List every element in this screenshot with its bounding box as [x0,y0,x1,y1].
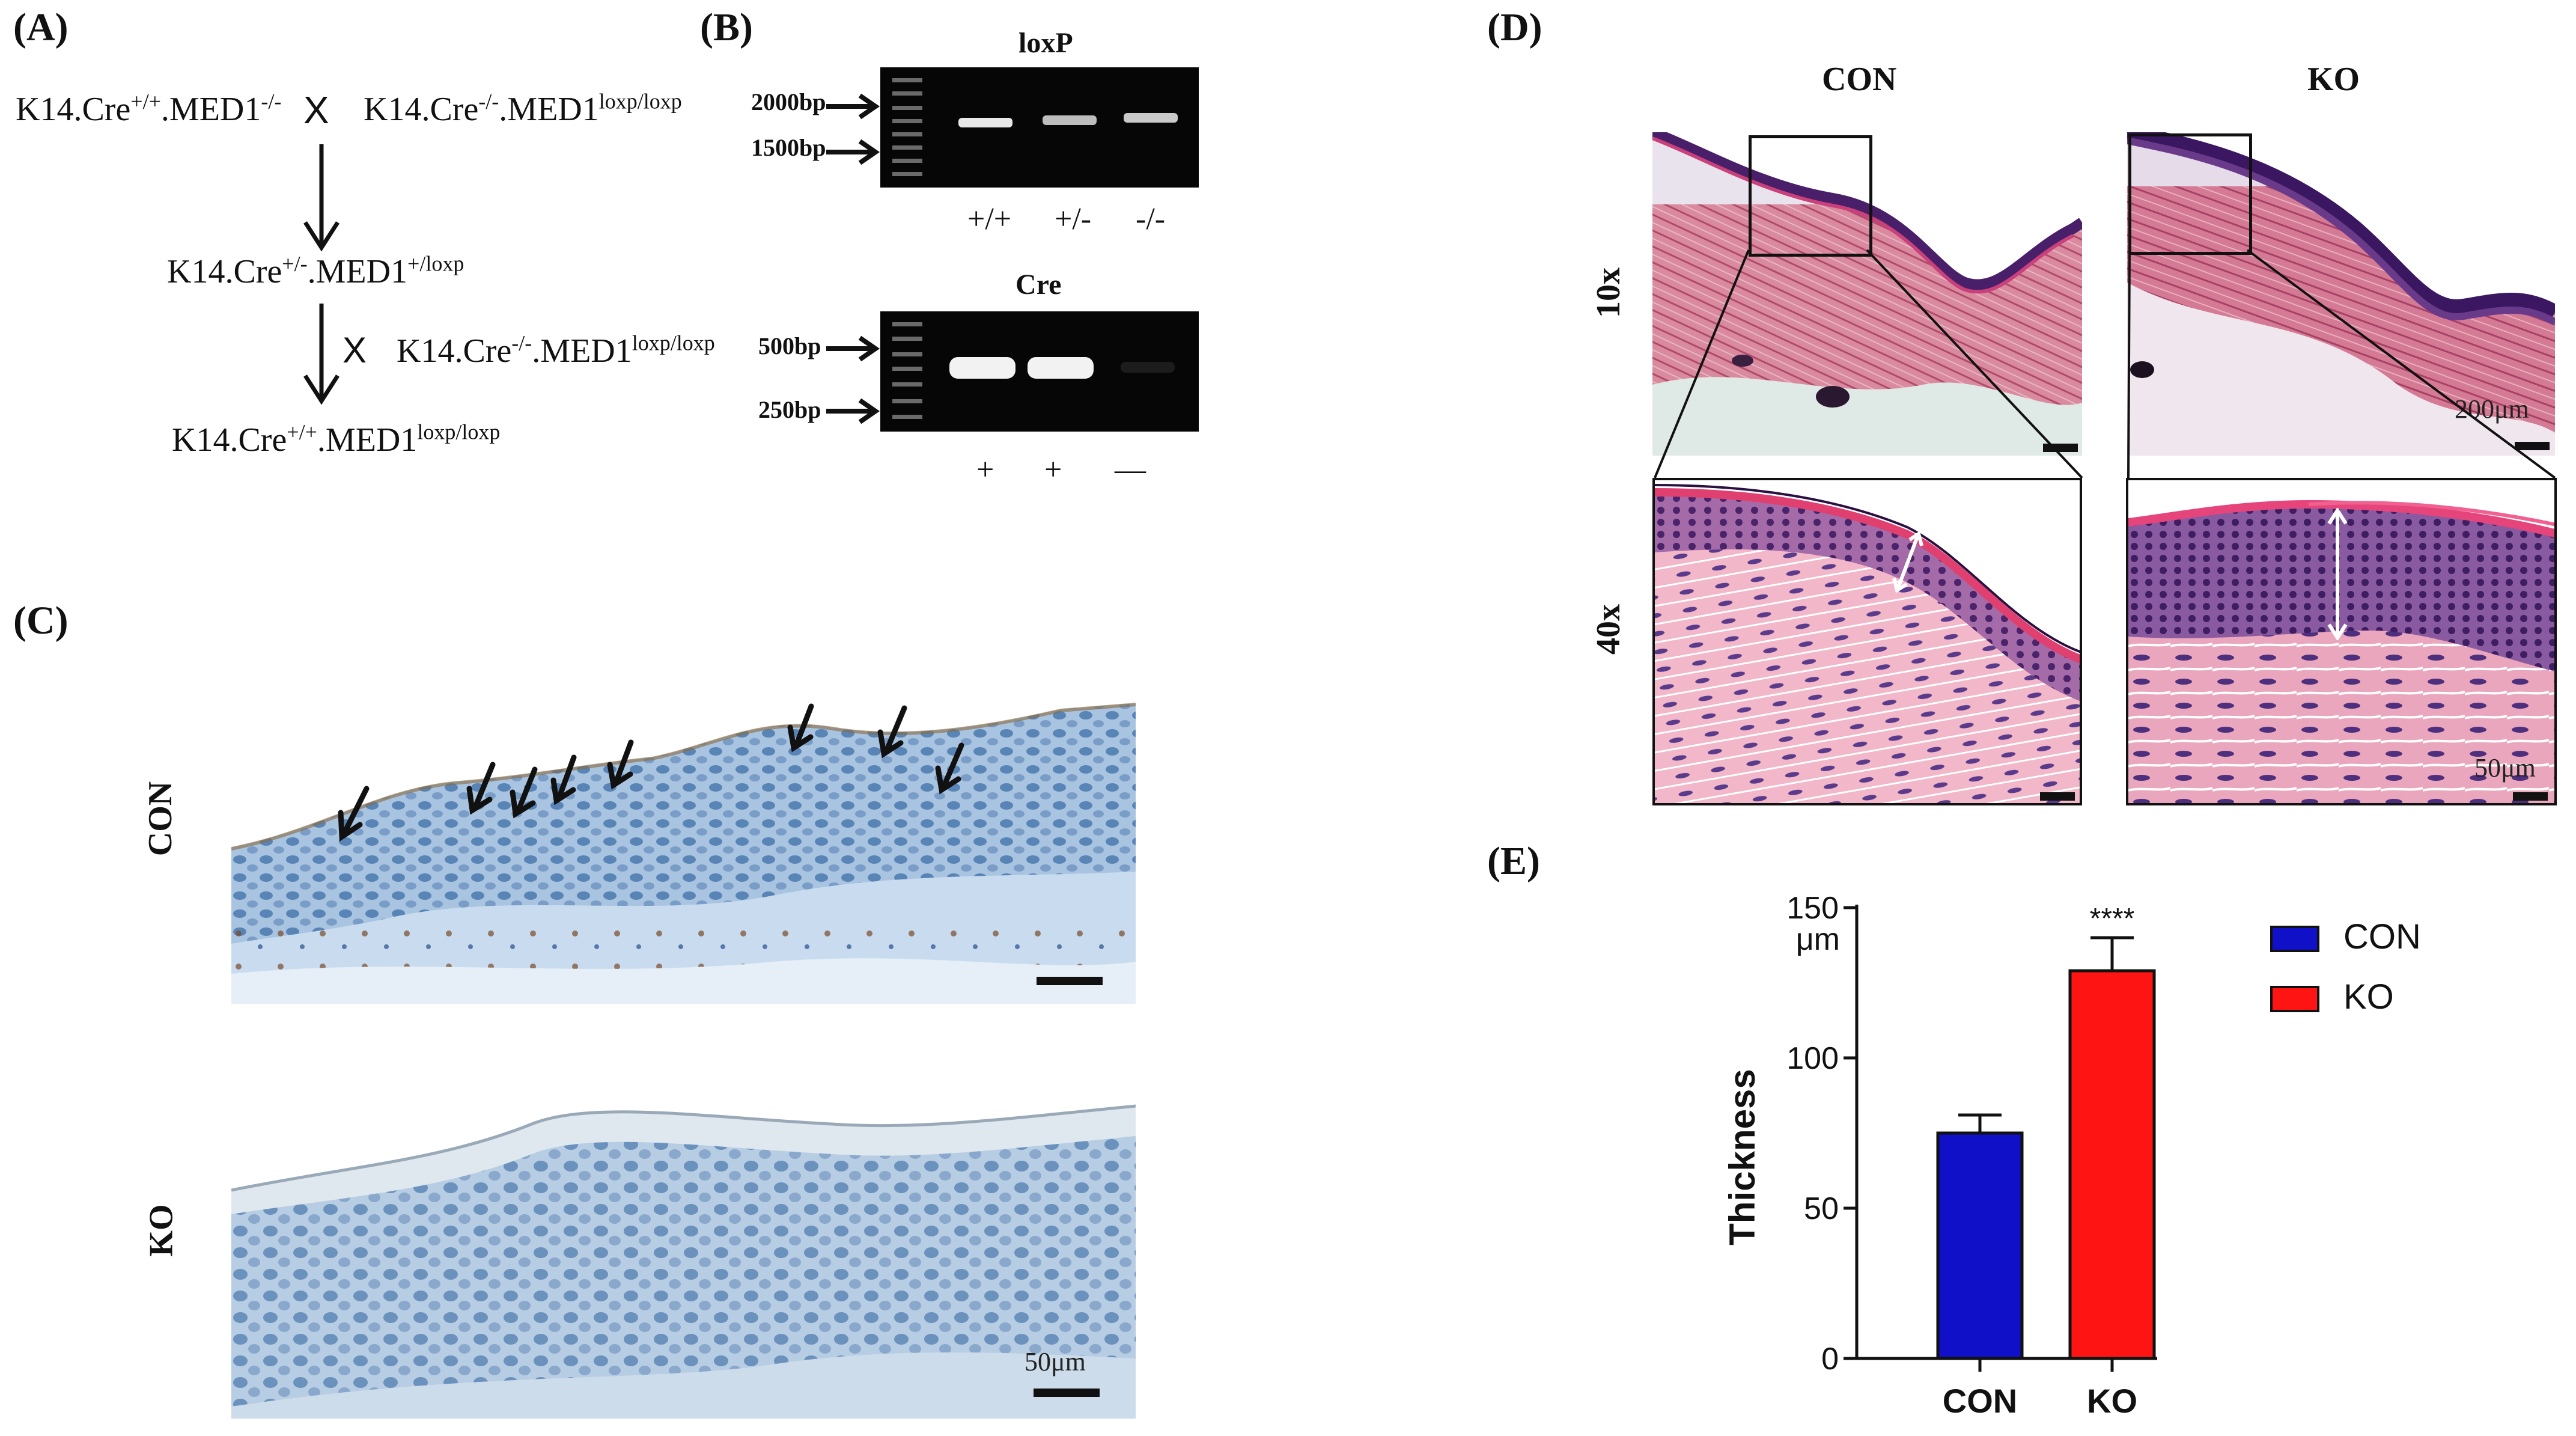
ihc-ko-scale-bar [1034,1389,1100,1397]
panel-c-label: (C) [13,599,69,643]
cross1-mark: X [303,88,329,132]
cre-lane-label: + [976,453,994,487]
he-10x-con-image [1652,132,2082,456]
x-tick-label: CON [1943,1382,2017,1420]
final-genotype: K14.Cre+/+.MED1loxp/loxp [172,420,501,459]
arrow-right-icon [826,93,880,120]
he-40x-ko-scale-bar [2513,792,2548,801]
y-tick-label: 100 [1786,1041,1839,1076]
cre-lane-label: + [1044,453,1062,487]
loxp-marker-2000: 2000bp [751,88,826,115]
cre-marker-500: 500bp [758,332,821,359]
ihc-row-label-con: CON [142,781,180,857]
he-40x-ko-scale-text: 50μm [2474,753,2536,783]
ihc-image-con [231,691,1136,1004]
he-row-label-10x: 10x [1590,267,1627,318]
cross1-left-genotype: K14.Cre+/+.MED1-/- [16,89,282,128]
panel-a-label: (A) [13,5,69,49]
arrow-down-icon [303,304,340,405]
cross1-right-genotype: K14.Cre-/-.MED1loxp/loxp [364,89,682,128]
cre-gel [880,311,1199,432]
ihc-row-label-ko: KO [142,1204,180,1257]
loxp-marker-1500: 1500bp [751,134,826,161]
significance-label: **** [2090,903,2135,935]
cre-marker-250: 250bp [758,396,821,423]
ihc-image-ko [231,1094,1136,1419]
arrow-right-icon [826,335,880,362]
legend-swatch [2270,926,2319,952]
y-tick-label: 150 [1786,891,1839,926]
cre-gel-title: Cre [1015,269,1062,301]
thickness-arrow-icon [2327,508,2348,640]
he-10x-ko-scale-bar [2515,442,2550,450]
bar-ko [2068,969,2156,1360]
he-10x-ko-scale-text: 200μm [2455,394,2529,424]
panel-d-label: (D) [1487,5,1542,49]
he-row-label-40x: 40x [1590,604,1627,655]
loxp-gel-title: loxP [1019,27,1073,59]
panel-b-label: (B) [700,5,753,49]
legend-label: CON [2343,917,2421,956]
loxp-lane-label: +/+ [967,202,1012,236]
zoom-box-ko [2128,133,2252,255]
panel-e-label: (E) [1487,839,1540,883]
loxp-gel [880,67,1199,188]
arrow-down-icon [303,144,340,252]
legend-swatch [2270,986,2319,1012]
he-40x-con-scale-bar [2040,792,2075,801]
ihc-con-scale-bar [1037,977,1103,985]
zoom-box-con [1749,135,1872,257]
zoom-connector-lines [1654,249,2556,479]
arrow-annotations [338,703,964,842]
f1-genotype: K14.Cre+/-.MED1+/loxp [167,251,464,290]
y-unit-label: μm [1796,922,1840,957]
arrow-right-icon [826,398,880,424]
he-col-label-ko: KO [2307,61,2360,98]
bar-con [1936,1131,2024,1360]
cross2-partner-genotype: K14.Cre-/-.MED1loxp/loxp [397,331,715,370]
he-40x-con-image [1652,478,2082,805]
cross2-mark: X [343,330,367,370]
y-tick-label: 50 [1804,1191,1839,1226]
he-col-label-con: CON [1822,61,1897,98]
arrow-right-icon [826,139,880,165]
cre-lane-label: — [1115,453,1146,487]
loxp-lane-label: -/- [1136,202,1166,236]
thickness-arrow-icon [1892,531,1923,593]
legend-label: KO [2343,977,2394,1016]
loxp-lane-label: +/- [1055,202,1092,236]
he-40x-ko-image [2126,478,2557,805]
ihc-ko-scale-text: 50μm [1025,1347,1086,1376]
y-tick-label: 0 [1821,1342,1839,1376]
he-10x-ko-image [2127,132,2555,456]
x-tick-label: KO [2087,1382,2137,1420]
y-axis-label: Thickness [1722,1069,1762,1245]
